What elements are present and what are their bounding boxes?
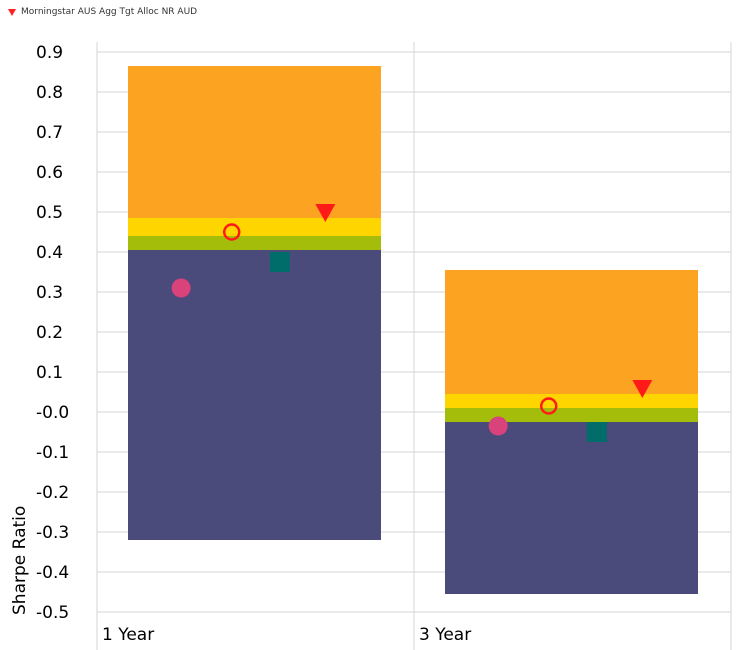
marker-triangle-down <box>632 380 653 398</box>
y-tick-label: 0.1 <box>36 363 63 383</box>
legend: Morningstar AUS Agg Tgt Alloc NR AUD <box>8 5 197 19</box>
quartile-band-2 <box>445 408 698 422</box>
x-category-label: 3 Year <box>419 625 471 645</box>
y-tick-label: -0.5 <box>36 603 69 623</box>
marker-circle <box>488 416 508 436</box>
y-tick-label: 0.9 <box>36 43 63 63</box>
quartile-band-3 <box>445 394 698 408</box>
marker-ring <box>539 397 558 415</box>
quartile-band-3 <box>128 218 381 236</box>
quartile-band-4 <box>445 270 698 394</box>
quartile-band-1 <box>445 422 698 594</box>
quartile-band-4 <box>128 66 381 218</box>
x-category-label: 1 Year <box>102 625 154 645</box>
marker-triangle-down <box>315 204 336 222</box>
y-tick-label: 0.4 <box>36 243 63 263</box>
y-tick-label: -0.0 <box>36 403 69 423</box>
marker-square <box>586 422 607 442</box>
y-tick-label: 0.2 <box>36 323 63 343</box>
y-tick-label: -0.1 <box>36 443 69 463</box>
y-axis-label: Sharpe Ratio <box>10 506 30 615</box>
triangle-down-icon <box>8 8 16 16</box>
y-tick-label: 0.7 <box>36 123 63 143</box>
legend-label: Morningstar AUS Agg Tgt Alloc NR AUD <box>21 7 198 17</box>
quartile-band-1 <box>128 250 381 540</box>
y-tick-label: 0.6 <box>36 163 63 183</box>
y-tick-label: 0.8 <box>36 83 63 103</box>
marker-circle <box>171 278 191 298</box>
y-tick-label: -0.3 <box>36 523 69 543</box>
quartile-band-2 <box>128 236 381 250</box>
marker-square <box>269 252 290 272</box>
y-tick-label: -0.4 <box>36 563 69 583</box>
marker-ring <box>222 223 241 241</box>
y-tick-label: -0.2 <box>36 483 69 503</box>
y-tick-label: 0.5 <box>36 203 63 223</box>
y-tick-label: 0.3 <box>36 283 63 303</box>
